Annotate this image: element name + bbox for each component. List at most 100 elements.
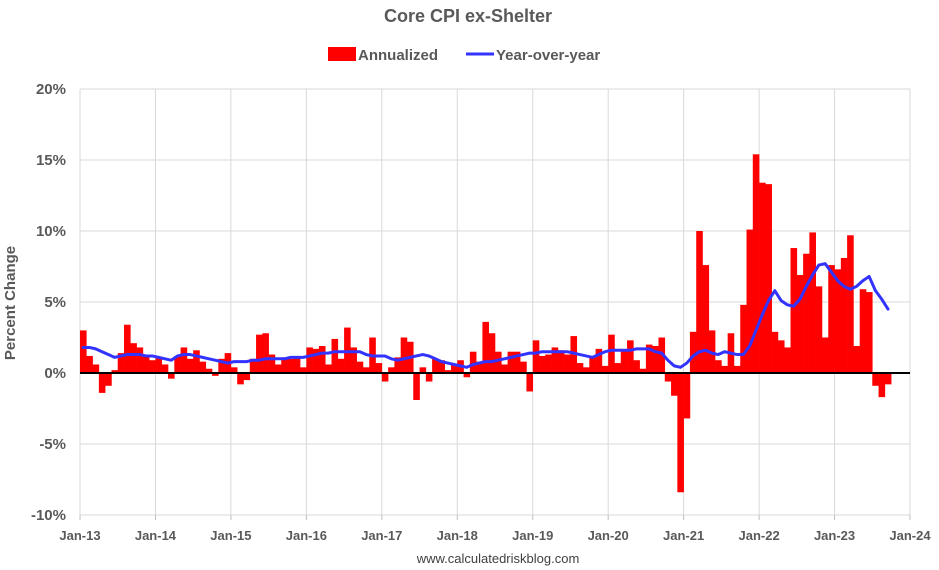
bar-annualized [803,253,810,373]
bar-annualized [520,361,527,373]
bar-annualized [92,364,100,373]
bar-annualized [281,357,288,373]
y-tick-label: 20% [36,81,66,98]
bar-annualized [155,357,163,373]
bar-annualized [174,355,181,373]
bar-annualized [488,333,496,373]
bar-annualized [840,257,848,373]
bar-annualized [627,340,634,373]
bar-annualized [815,286,823,373]
bar-annualized [583,367,590,373]
x-tick-label: Jan-20 [588,528,629,543]
bar-annualized [161,364,169,373]
source-credit: www.calculatedriskblog.com [416,551,580,566]
bar-annualized [212,373,219,376]
bar-annualized [683,373,691,419]
bar-annualized [821,337,829,373]
bar-annualized [136,347,144,373]
bar-annualized [576,363,584,373]
bar-annualized [495,351,502,373]
bar-annualized [878,373,886,398]
bar-annualized [438,360,445,373]
bar-annualized [293,355,301,373]
bar-annualized [105,373,112,386]
bar-annualized [86,355,93,373]
bar-annualized [771,331,779,373]
bar-annualized [702,265,710,373]
bar-annualized [268,354,276,373]
bar-annualized [337,358,345,373]
bar-annualized [601,365,609,373]
bar-annualized [350,347,357,373]
bar-annualized [306,347,313,373]
bar-annualized [746,229,754,373]
bar-annualized [564,354,571,373]
bar-annualized [872,373,879,386]
bar-annualized [249,358,257,373]
bar-annualized [413,373,420,400]
bar-annualized [715,360,722,373]
bar-annualized [130,343,137,373]
y-tick-label: -5% [39,436,66,453]
bar-annualized [98,373,106,393]
bar-annualized [696,231,703,373]
bar-annualized [168,373,175,379]
bar-annualized [425,373,433,382]
bar-annualized [230,367,238,373]
bar-annualized [243,373,251,381]
bar-annualized [300,367,307,373]
bar-annualized [551,347,559,373]
bar-annualized [595,348,603,373]
bar-annualized [790,248,798,373]
legend-swatch-annualized [328,47,356,61]
bar-annualized [740,304,747,373]
bar-annualized [639,368,647,373]
bar-annualized [721,365,728,373]
bar-annualized [689,331,697,373]
bar-annualized [117,353,125,373]
bar-annualized [482,321,490,373]
bar-annualized [645,344,653,373]
bar-annualized [545,354,552,373]
x-tick-label: Jan-21 [663,528,704,543]
bar-annualized [671,373,678,396]
bar-annualized [237,373,244,385]
grid [79,88,911,520]
bar-annualized [526,373,534,392]
legend-label-yoy: Year-over-year [496,47,600,64]
bar-annualized [476,361,483,373]
bar-annualized [796,275,804,373]
bar-annualized [388,367,395,373]
bar-annualized [513,351,521,373]
x-tick-label: Jan-19 [512,528,553,543]
bar-annualized [809,232,816,373]
bar-annualized [80,330,87,373]
line-year-over-year [81,262,890,369]
bar-annualized [256,334,263,373]
bar-annualized [400,337,408,373]
bar-annualized [193,350,200,373]
bar-annualized [362,367,370,373]
x-tick-label: Jan-24 [889,528,931,543]
bar-annualized [865,292,873,373]
x-tick-label: Jan-17 [361,528,402,543]
bar-annualized [759,182,766,373]
bar-annualized [884,373,892,385]
bar-annualized [432,358,439,373]
y-axis-label: Percent Change [2,246,19,360]
bar-annualized [557,350,565,373]
bar-annualized [633,360,640,373]
bar-annualized [375,363,383,373]
bar-annualized [532,340,540,373]
x-tick-label: Jan-15 [210,528,251,543]
bar-annualized [325,364,332,373]
legend: Annualized Year-over-year [328,47,600,64]
bar-annualized [652,346,659,373]
y-tick-label: 15% [36,152,66,169]
bar-annualized [356,361,364,373]
bar-annualized [507,351,515,373]
x-tick-label: Jan-13 [59,528,100,543]
bar-annualized [733,365,741,373]
x-tick-label: Jan-18 [437,528,478,543]
